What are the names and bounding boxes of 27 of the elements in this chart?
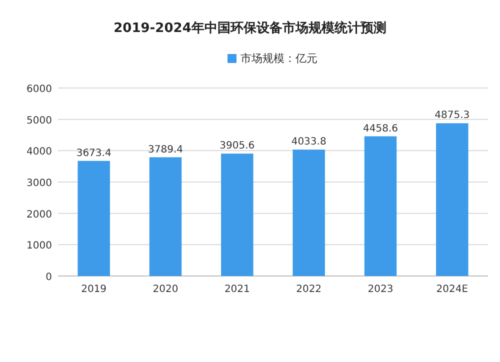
x-tick-label: 2023 [368,284,394,295]
y-tick-label: 1000 [26,240,52,252]
y-tick-label: 4000 [26,146,52,158]
bar [78,160,110,276]
data-label: 4033.8 [291,136,326,148]
bar [292,150,325,276]
y-tick-label: 6000 [26,84,52,95]
bar [364,136,397,276]
y-tick-label: 3000 [26,178,52,189]
data-label: 3789.4 [148,144,183,156]
y-tick-label: 5000 [26,115,52,126]
y-tick-label: 0 [46,272,52,283]
bar [221,154,254,276]
bar [149,157,182,276]
x-tick-label: 2024E [436,284,468,295]
y-tick-label: 2000 [26,209,52,220]
chart-title: 2019-2024年中国环保设备市场规模统计预测 [114,20,386,36]
data-label: 3673.4 [76,148,112,159]
data-label: 4875.3 [434,110,470,122]
legend-label: 市场规模：亿元 [240,52,318,65]
data-label: 4458.6 [363,123,398,134]
bar [436,123,468,276]
data-label: 3905.6 [220,140,255,152]
x-tick-label: 2020 [152,284,178,295]
x-tick-label: 2019 [81,284,107,295]
x-tick-label: 2021 [224,284,250,295]
x-tick-label: 2022 [296,284,322,295]
